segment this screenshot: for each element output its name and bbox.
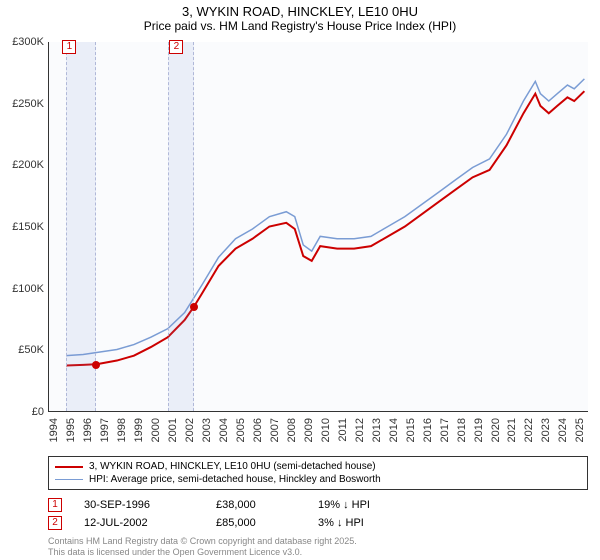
sale-row: 2 12-JUL-2002 £85,000 3% ↓ HPI bbox=[48, 514, 370, 532]
x-tick-label: 2012 bbox=[354, 418, 366, 442]
y-tick-label: £300K bbox=[12, 36, 44, 48]
legend-swatch bbox=[55, 466, 83, 468]
x-tick-label: 2022 bbox=[523, 418, 535, 442]
sales-table: 1 30-SEP-1996 £38,000 19% ↓ HPI 2 12-JUL-2002… bbox=[48, 496, 370, 532]
series-lines bbox=[49, 42, 588, 411]
x-tick-label: 2020 bbox=[490, 418, 502, 442]
sale-marker: 1 bbox=[62, 40, 76, 54]
x-axis-labels: 1994 1995 1996 1997 1998 1999 2000 2001 2002 2003… bbox=[48, 414, 588, 460]
legend-label: 3, WYKIN ROAD, HINCKLEY, LE10 0HU (semi-… bbox=[89, 461, 376, 472]
x-tick-label: 2001 bbox=[167, 418, 179, 442]
y-axis-labels: £0£50K£100K£150K£200K£250K£300K bbox=[0, 42, 46, 412]
y-tick-label: £250K bbox=[12, 98, 44, 110]
sale-row: 1 30-SEP-1996 £38,000 19% ↓ HPI bbox=[48, 496, 370, 514]
x-tick-label: 2015 bbox=[405, 418, 417, 442]
x-tick-label: 2013 bbox=[371, 418, 383, 442]
x-tick-label: 2004 bbox=[218, 418, 230, 442]
x-tick-label: 2017 bbox=[439, 418, 451, 442]
legend-item: HPI: Average price, semi-detached house,… bbox=[55, 473, 581, 486]
x-tick-label: 2009 bbox=[303, 418, 315, 442]
x-tick-label: 1998 bbox=[116, 418, 128, 442]
x-tick-label: 2000 bbox=[150, 418, 162, 442]
sale-marker-ref: 2 bbox=[48, 516, 62, 530]
sale-date: 30-SEP-1996 bbox=[84, 499, 194, 511]
x-tick-label: 2002 bbox=[184, 418, 196, 442]
x-tick-label: 1996 bbox=[82, 418, 94, 442]
x-tick-label: 2007 bbox=[269, 418, 281, 442]
legend-box: 3, WYKIN ROAD, HINCKLEY, LE10 0HU (semi-… bbox=[48, 456, 588, 490]
x-tick-label: 2005 bbox=[235, 418, 247, 442]
x-tick-label: 2016 bbox=[422, 418, 434, 442]
x-tick-label: 2010 bbox=[320, 418, 332, 442]
plot-area: 12 bbox=[48, 42, 588, 412]
legend-label: HPI: Average price, semi-detached house,… bbox=[89, 474, 381, 485]
x-tick-label: 2014 bbox=[388, 418, 400, 442]
x-tick-label: 2011 bbox=[337, 418, 349, 442]
sale-date: 12-JUL-2002 bbox=[84, 517, 194, 529]
x-tick-label: 1995 bbox=[65, 418, 77, 442]
x-tick-label: 2018 bbox=[456, 418, 468, 442]
sale-delta: 3% ↓ HPI bbox=[318, 517, 364, 529]
footer-line-2: This data is licensed under the Open Gov… bbox=[48, 547, 357, 558]
x-tick-label: 2021 bbox=[506, 418, 518, 442]
legend-item: 3, WYKIN ROAD, HINCKLEY, LE10 0HU (semi-… bbox=[55, 460, 581, 473]
series-line bbox=[66, 79, 584, 356]
x-tick-label: 2019 bbox=[473, 418, 485, 442]
sale-price: £85,000 bbox=[216, 517, 296, 529]
chart-container: 3, WYKIN ROAD, HINCKLEY, LE10 0HU Price … bbox=[0, 0, 600, 560]
y-tick-label: £150K bbox=[12, 221, 44, 233]
y-tick-label: £50K bbox=[18, 344, 44, 356]
legend: 3, WYKIN ROAD, HINCKLEY, LE10 0HU (semi-… bbox=[48, 456, 588, 490]
sale-point bbox=[92, 361, 100, 369]
x-tick-label: 1994 bbox=[48, 418, 60, 442]
x-tick-label: 2025 bbox=[574, 418, 586, 442]
sale-price: £38,000 bbox=[216, 499, 296, 511]
footer-line-1: Contains HM Land Registry data © Crown c… bbox=[48, 536, 357, 547]
x-tick-label: 2023 bbox=[540, 418, 552, 442]
legend-swatch bbox=[55, 479, 83, 480]
sale-marker: 2 bbox=[169, 40, 183, 54]
y-tick-label: £0 bbox=[32, 406, 44, 418]
x-tick-label: 2006 bbox=[252, 418, 264, 442]
footer-attribution: Contains HM Land Registry data © Crown c… bbox=[48, 536, 357, 558]
x-tick-label: 1997 bbox=[99, 418, 111, 442]
sale-marker-ref: 1 bbox=[48, 498, 62, 512]
chart-subtitle: Price paid vs. HM Land Registry's House … bbox=[0, 19, 600, 37]
x-tick-label: 2024 bbox=[557, 418, 569, 442]
x-tick-label: 2008 bbox=[286, 418, 298, 442]
x-tick-label: 1999 bbox=[133, 418, 145, 442]
sale-delta: 19% ↓ HPI bbox=[318, 499, 370, 511]
chart-title: 3, WYKIN ROAD, HINCKLEY, LE10 0HU bbox=[0, 0, 600, 19]
x-tick-label: 2003 bbox=[201, 418, 213, 442]
ownership-band bbox=[168, 42, 194, 411]
y-tick-label: £200K bbox=[12, 159, 44, 171]
y-tick-label: £100K bbox=[12, 283, 44, 295]
ownership-band bbox=[66, 42, 96, 411]
